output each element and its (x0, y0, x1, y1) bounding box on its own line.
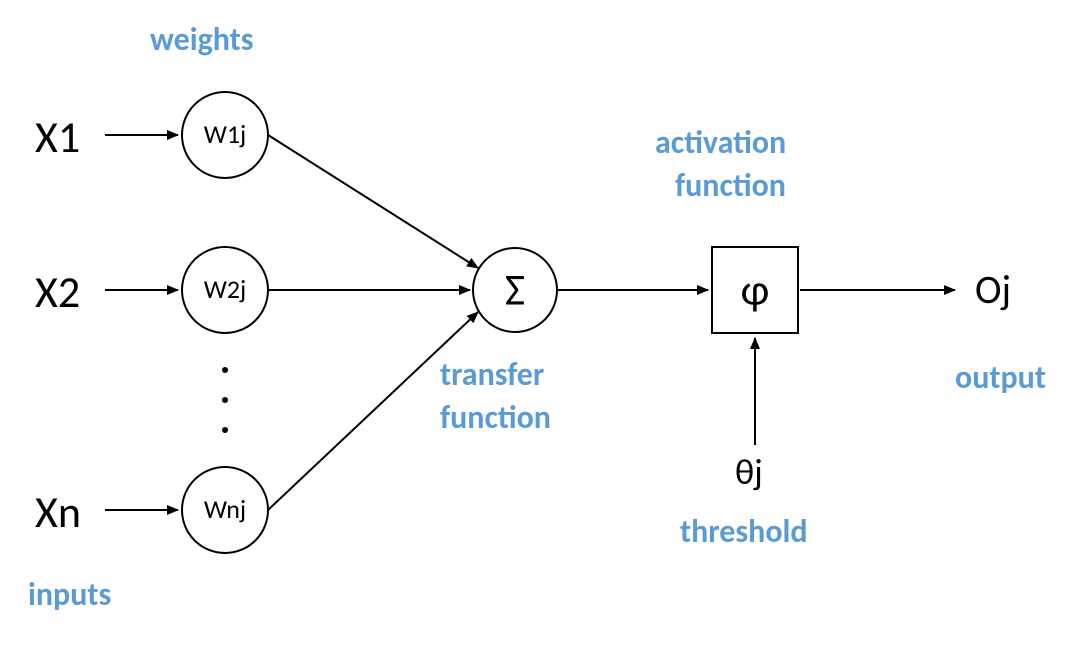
svg-text:Wnj: Wnj (204, 493, 246, 525)
svg-text:Σ: Σ (505, 263, 525, 317)
input-x1: X1 (35, 110, 80, 164)
svg-text:W1j: W1j (204, 118, 247, 150)
svg-text:W2j: W2j (204, 273, 247, 305)
svg-text:ɸ: ɸ (741, 263, 770, 317)
output-symbol: Oj (975, 265, 1011, 314)
input-xn: Xn (35, 485, 81, 539)
caption-threshold: threshold (680, 512, 808, 551)
caption-activation-1: activation (655, 123, 786, 162)
caption-activation-2: function (675, 166, 786, 205)
caption-output: output (955, 358, 1046, 397)
input-x2: X2 (35, 265, 80, 319)
caption-transfer-1: transfer (440, 355, 544, 394)
caption-transfer-2: function (440, 398, 551, 437)
threshold-symbol: θj (735, 450, 763, 494)
caption-weights: weights (150, 20, 253, 59)
caption-inputs: inputs (28, 575, 111, 614)
neuron-diagram: W1j W2j Wnj Σɸ (0, 0, 1085, 646)
